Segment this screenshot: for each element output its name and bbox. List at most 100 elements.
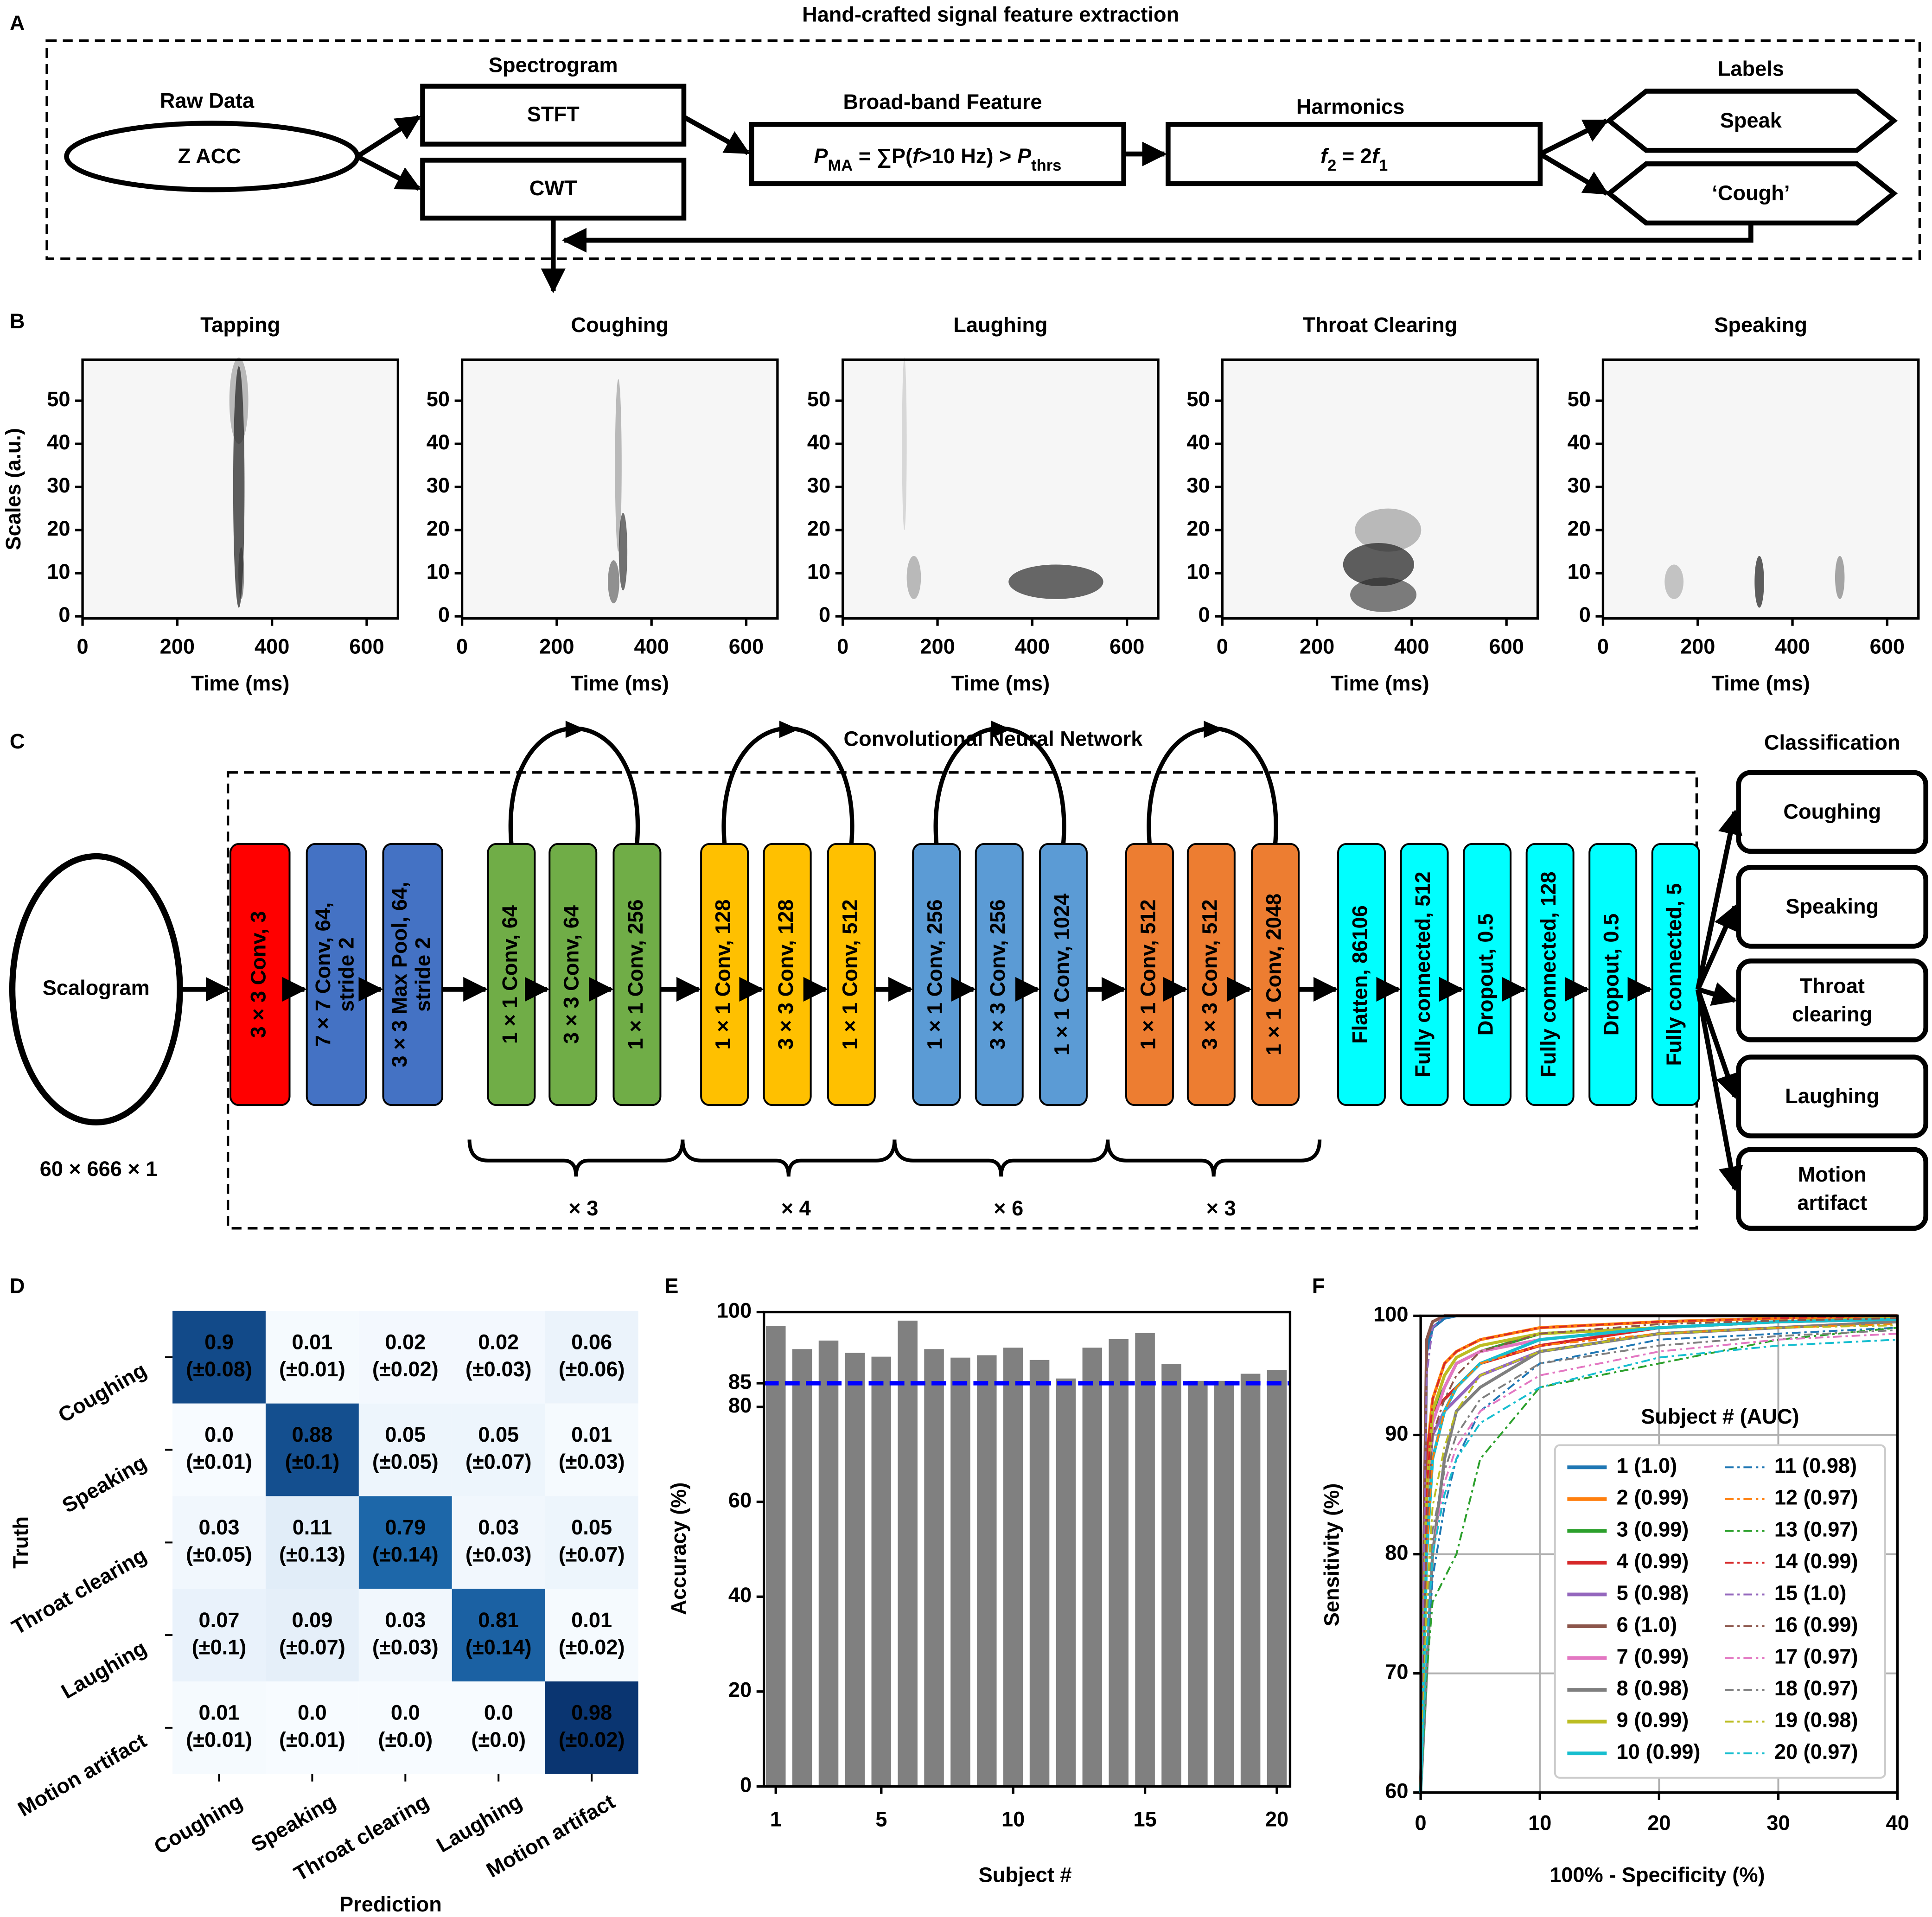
formula-part: f [1372, 144, 1381, 168]
y-tick-label: 20 [807, 517, 830, 540]
bar [1029, 1360, 1050, 1787]
x-tick-label: 0 [1217, 634, 1228, 658]
y-tick-label: 100 [717, 1298, 752, 1322]
roc-curve [1420, 1327, 1898, 1793]
layer-block [975, 843, 1024, 1106]
cell-value: 0.01 [571, 1423, 612, 1446]
cell-error: (±0.03) [465, 1357, 532, 1381]
formula-part: MA [828, 157, 853, 174]
cell-value: 0.0 [484, 1701, 513, 1725]
cell-error: (±0.01) [279, 1728, 345, 1751]
cell-value: 0.0 [391, 1701, 420, 1725]
plot-frame [1221, 358, 1539, 620]
formula-part: = ∑P( [853, 144, 912, 168]
y-axis-label: Sensitivity (%) [1320, 1483, 1343, 1627]
input-node [9, 853, 183, 1125]
heatmap-cell [358, 1589, 452, 1682]
legend-box [1554, 1444, 1887, 1779]
x-tick-label: 600 [729, 634, 764, 658]
roc-curve [1420, 1315, 1898, 1793]
y-tick-label: 20 [1568, 517, 1591, 540]
y-axis-label: Truth [9, 1516, 32, 1569]
heatmap-cell [358, 1310, 452, 1404]
heatmap-cell [172, 1681, 266, 1774]
bar [1082, 1348, 1103, 1787]
formula-part: 1 [1379, 157, 1388, 174]
heatmap-cell [265, 1681, 359, 1774]
layer-label: 3 × 3 Conv, 512 [1198, 899, 1221, 1049]
layer-label: 3 × 3 Max Pool, 64, [388, 882, 411, 1067]
class-box [1736, 958, 1929, 1042]
scalogram-energy [618, 512, 628, 591]
class-label: Throat [1799, 974, 1865, 997]
cell-value: 0.9 [204, 1330, 234, 1354]
layer-label: stride 2 [411, 937, 434, 1012]
node-caption: Labels [1718, 57, 1784, 80]
scalogram-energy [1664, 564, 1684, 599]
class-label: Coughing [1783, 799, 1881, 823]
formula-part: f [912, 144, 921, 168]
classification-title: Classification [1764, 731, 1900, 754]
scalogram-energy [1754, 556, 1764, 608]
layer-label: stride 2 [335, 937, 358, 1012]
class-label: Laughing [1785, 1084, 1879, 1108]
cell-error: (±0.0) [378, 1728, 433, 1751]
bar [1267, 1370, 1287, 1787]
layer-block [548, 843, 598, 1106]
formula-part: P [1017, 144, 1032, 168]
layer-label: 1 × 1 Conv, 128 [711, 899, 735, 1049]
heatmap-cell [172, 1589, 266, 1682]
x-tick-label: 0 [1415, 1811, 1427, 1835]
bar [1214, 1380, 1234, 1787]
skip-arrowhead [1204, 721, 1224, 738]
class-box [1736, 1147, 1929, 1231]
plot-title: Throat Clearing [1303, 313, 1458, 337]
x-tick-label: 400 [255, 634, 289, 658]
x-tick-label: 400 [634, 634, 669, 658]
x-tick-label: 200 [160, 634, 195, 658]
skip-arrowhead [779, 721, 799, 738]
class-label: Motion [1798, 1163, 1867, 1186]
node-shape [1605, 161, 1898, 226]
y-tick-label: 50 [1568, 387, 1591, 411]
heatmap-cell [265, 1310, 359, 1404]
scalogram-energy [902, 358, 907, 530]
formula-part: thrs [1031, 157, 1061, 174]
y-tick-label: 40 [728, 1583, 752, 1607]
class-label: artifact [1797, 1191, 1867, 1214]
legend-label: 9 (0.99) [1617, 1708, 1689, 1732]
bar [871, 1356, 892, 1787]
y-axis-label: Scales (a.u.) [1, 428, 25, 550]
roc-curve [1420, 1329, 1898, 1793]
x-tick-label: 30 [1766, 1811, 1790, 1835]
cell-value: 0.01 [199, 1701, 240, 1725]
y-tick-label: 50 [1186, 387, 1210, 411]
arrow [356, 154, 421, 191]
legend-label: 1 (1.0) [1617, 1454, 1677, 1477]
y-tick-label: 50 [47, 387, 70, 411]
node-caption: Harmonics [1296, 95, 1404, 119]
cell-error: (±0.03) [559, 1450, 625, 1474]
layer-label: 1 × 1 Conv, 256 [624, 899, 647, 1049]
heatmap-cell [545, 1589, 638, 1682]
x-axis-label: Time (ms) [570, 671, 669, 695]
scalogram-energy [615, 379, 622, 552]
y-tick-label: 30 [1186, 473, 1210, 497]
input-label: Scalogram [43, 976, 150, 999]
arrow [1695, 989, 1743, 1192]
node-caption: Broad-band Feature [843, 90, 1042, 114]
brace [681, 1139, 897, 1177]
heatmap-cell [265, 1589, 359, 1682]
x-tick-label: 400 [1775, 634, 1810, 658]
plot-title: Laughing [953, 313, 1047, 337]
layer-label: Flatten, 86106 [1348, 905, 1371, 1044]
x-axis-label: Time (ms) [1331, 671, 1429, 695]
legend-label: 8 (0.98) [1617, 1676, 1689, 1700]
legend-label: 2 (0.99) [1617, 1486, 1689, 1509]
y-tick-label: 20 [1186, 517, 1210, 540]
cell-value: 0.05 [571, 1515, 612, 1539]
heatmap-cell [452, 1496, 545, 1589]
x-tick-label: 5 [875, 1808, 887, 1831]
x-tick-label: 600 [1489, 634, 1524, 658]
layer-block [1400, 843, 1449, 1106]
